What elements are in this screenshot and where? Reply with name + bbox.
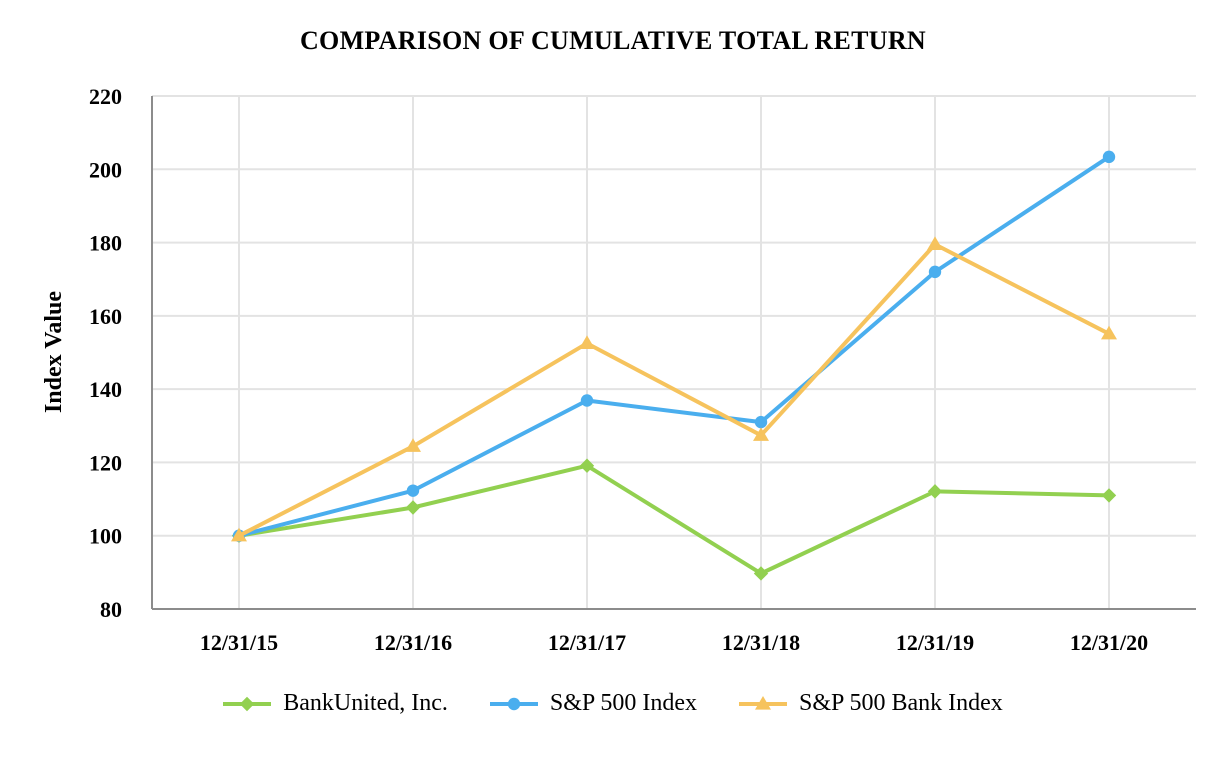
y-tick-label: 100	[89, 524, 122, 549]
y-axis-label: Index Value	[41, 291, 67, 413]
series-lines	[231, 150, 1117, 581]
legend-item-s-p-500-bank-index: S&P 500 Bank Index	[738, 690, 1003, 717]
x-tick-label: 12/31/17	[548, 630, 626, 655]
data-point-bankunited-inc	[753, 566, 769, 581]
legend-label: S&P 500 Index	[549, 690, 697, 716]
x-tick-label: 12/31/20	[1070, 630, 1148, 655]
y-tick-label: 120	[89, 450, 122, 475]
data-point-s-p-500-index	[406, 484, 420, 497]
legend-item-s-p-500-index: S&P 500 Index	[489, 690, 697, 717]
data-point-s-p-500-index	[1102, 150, 1116, 164]
x-tick-label: 12/31/19	[896, 630, 974, 655]
y-tick-label: 140	[89, 377, 122, 402]
data-point-s-p-500-bank-index	[927, 236, 943, 251]
y-tick-label: 160	[89, 304, 122, 329]
series-line-s-p-500-index	[238, 155, 1111, 538]
series-s-p-500-index	[232, 150, 1116, 542]
data-point-bankunited-inc	[1101, 488, 1117, 503]
y-tick-labels: 80 100 120 140 160 180 200 220	[89, 84, 122, 622]
y-tick-label: 220	[89, 84, 122, 109]
axes	[151, 96, 1196, 610]
data-point-s-p-500-index	[754, 415, 768, 429]
data-point-s-p-500-bank-index	[753, 427, 769, 441]
series-line-s-p-500-bank-index	[238, 242, 1110, 538]
data-point-s-p-500-index	[928, 265, 942, 279]
data-point-s-p-500-bank-index	[579, 335, 595, 349]
y-tick-label: 180	[89, 231, 122, 256]
data-point-bankunited-inc	[405, 500, 421, 515]
y-tick-label: 200	[89, 157, 122, 182]
x-tick-labels: 12/31/15 12/31/16 12/31/17 12/31/18 12/31/19…	[200, 630, 1148, 655]
legend: BankUnited, Inc. S&P 500 Index S&P 500 Ban…	[0, 690, 1226, 717]
legend-swatch	[489, 697, 538, 710]
chart-title: COMPARISON OF CUMULATIVE TOTAL RETURN	[299, 26, 926, 55]
data-point-s-p-500-bank-index	[405, 438, 421, 452]
data-point-bankunited-inc	[927, 484, 943, 499]
series-bankunited-inc	[231, 458, 1117, 581]
series-line-bankunited-inc	[238, 463, 1110, 576]
data-point-bankunited-inc	[579, 458, 595, 473]
legend-item-bankunited-inc: BankUnited, Inc.	[223, 690, 448, 717]
legend-marker	[754, 695, 771, 710]
x-tick-label: 12/31/18	[722, 630, 800, 655]
legend-marker	[240, 696, 255, 711]
legend-label: BankUnited, Inc.	[283, 690, 448, 716]
legend-label: S&P 500 Bank Index	[798, 690, 1003, 716]
data-point-s-p-500-bank-index	[231, 527, 247, 542]
y-tick-label: 80	[100, 597, 122, 622]
data-point-s-p-500-index	[580, 394, 594, 407]
gridlines	[152, 95, 1196, 609]
series-s-p-500-bank-index	[231, 236, 1117, 542]
x-tick-label: 12/31/16	[374, 630, 452, 655]
data-point-s-p-500-bank-index	[1101, 325, 1117, 340]
x-tick-label: 12/31/15	[200, 630, 278, 655]
legend-swatch	[223, 696, 272, 711]
legend-marker	[507, 697, 521, 710]
legend-swatch	[738, 695, 787, 710]
